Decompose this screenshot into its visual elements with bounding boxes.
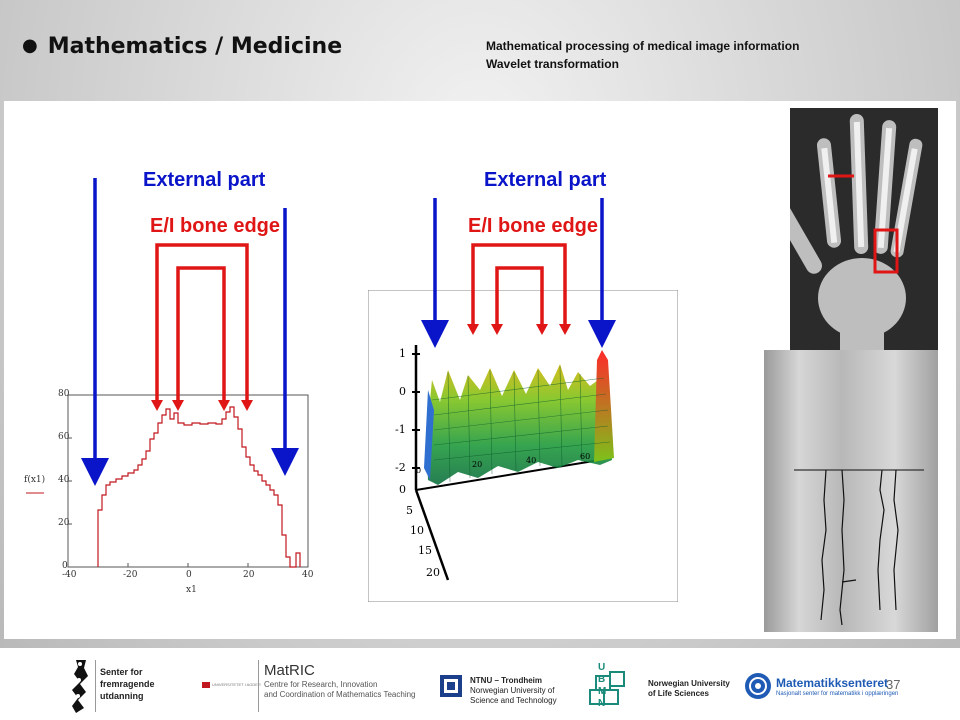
depth-tick-0: 0 (399, 483, 406, 496)
x-tick-m20: -20 (123, 570, 138, 580)
profile-x-label: x1 (186, 585, 197, 595)
bone-closeup-image (764, 350, 938, 632)
y-tick-0: 0 (62, 561, 68, 571)
x-tick-s40: 40 (526, 456, 537, 465)
y-tick-20: 20 (58, 518, 70, 528)
footer-logo-bar (0, 648, 960, 720)
wavelet-surface-plot (368, 290, 678, 602)
subtitle-line-1: Mathematical processing of medical image… (486, 39, 800, 53)
bone-edge-label-right: E/I bone edge (468, 215, 599, 237)
matematikksenteret-logo-text: Matematikksenteret Nasjonalt senter for … (776, 676, 899, 697)
hand-xray-image (790, 108, 938, 350)
z-tick-0: 0 (399, 385, 406, 398)
z-tick-m2: -2 (395, 461, 406, 474)
x-tick-s20: 20 (472, 460, 483, 469)
page-number: 37 (886, 677, 901, 692)
y-tick-40: 40 (58, 475, 70, 485)
x-tick-20: 20 (243, 570, 255, 580)
x-tick-m40: -40 (62, 570, 77, 580)
profile-y-label: f(x1) (24, 475, 46, 485)
uia-logo-text: UNIVERSITETET I AGDER (212, 682, 261, 687)
y-tick-80: 80 (58, 389, 70, 399)
x-tick-0: 0 (186, 570, 192, 580)
external-part-label-right: External part (484, 169, 607, 191)
intensity-profile-plot (22, 385, 322, 600)
profile-curve (97, 406, 301, 568)
nmbu-logo-text: Norwegian University of Life Sciences (648, 679, 730, 698)
red-bracket-outer-mid (471, 243, 567, 324)
red-bracket-inner-left (176, 266, 226, 400)
slide-title: ● Mathematics / Medicine (22, 34, 342, 59)
x-tick-40: 40 (302, 570, 314, 580)
matric-logo-text: MatRIC Centre for Research, Innovation a… (264, 662, 416, 699)
y-tick-60: 60 (58, 432, 70, 442)
red-bracket-outer-left (155, 243, 249, 400)
depth-tick-10: 10 (410, 524, 424, 537)
slide-title-text: Mathematics / Medicine (47, 34, 343, 59)
xray-marker-box (873, 228, 899, 274)
red-bracket-inner-mid (495, 266, 544, 324)
x-tick-s60: 60 (580, 452, 591, 461)
sff-logo-text: Senter for fremragende utdanning (100, 667, 155, 701)
ntnu-logo-text: NTNU – Trondheim Norwegian University of… (470, 676, 557, 705)
nmbu-logo-icon (589, 671, 625, 705)
nmbu-logo-letters: U B M N (598, 662, 615, 709)
depth-tick-5: 5 (406, 504, 413, 517)
x-tick-s0: 0 (416, 466, 422, 475)
slide-subtitles: Mathematical processing of medical image… (486, 37, 799, 73)
uia-logo-icon (202, 682, 210, 688)
sff-logo-icon (72, 660, 88, 713)
depth-tick-15: 15 (418, 544, 432, 557)
z-tick-1: 1 (399, 347, 406, 360)
ntnu-logo-icon (440, 675, 462, 697)
depth-tick-20: 20 (426, 566, 440, 579)
matematikksenteret-logo-icon (745, 673, 771, 699)
bullet-icon: ● (22, 35, 38, 56)
subtitle-line-2: Wavelet transformation (486, 57, 619, 71)
bone-edge-label-left: E/I bone edge (150, 215, 281, 237)
z-tick-m1: -1 (395, 423, 406, 436)
external-part-label-left: External part (143, 169, 266, 191)
